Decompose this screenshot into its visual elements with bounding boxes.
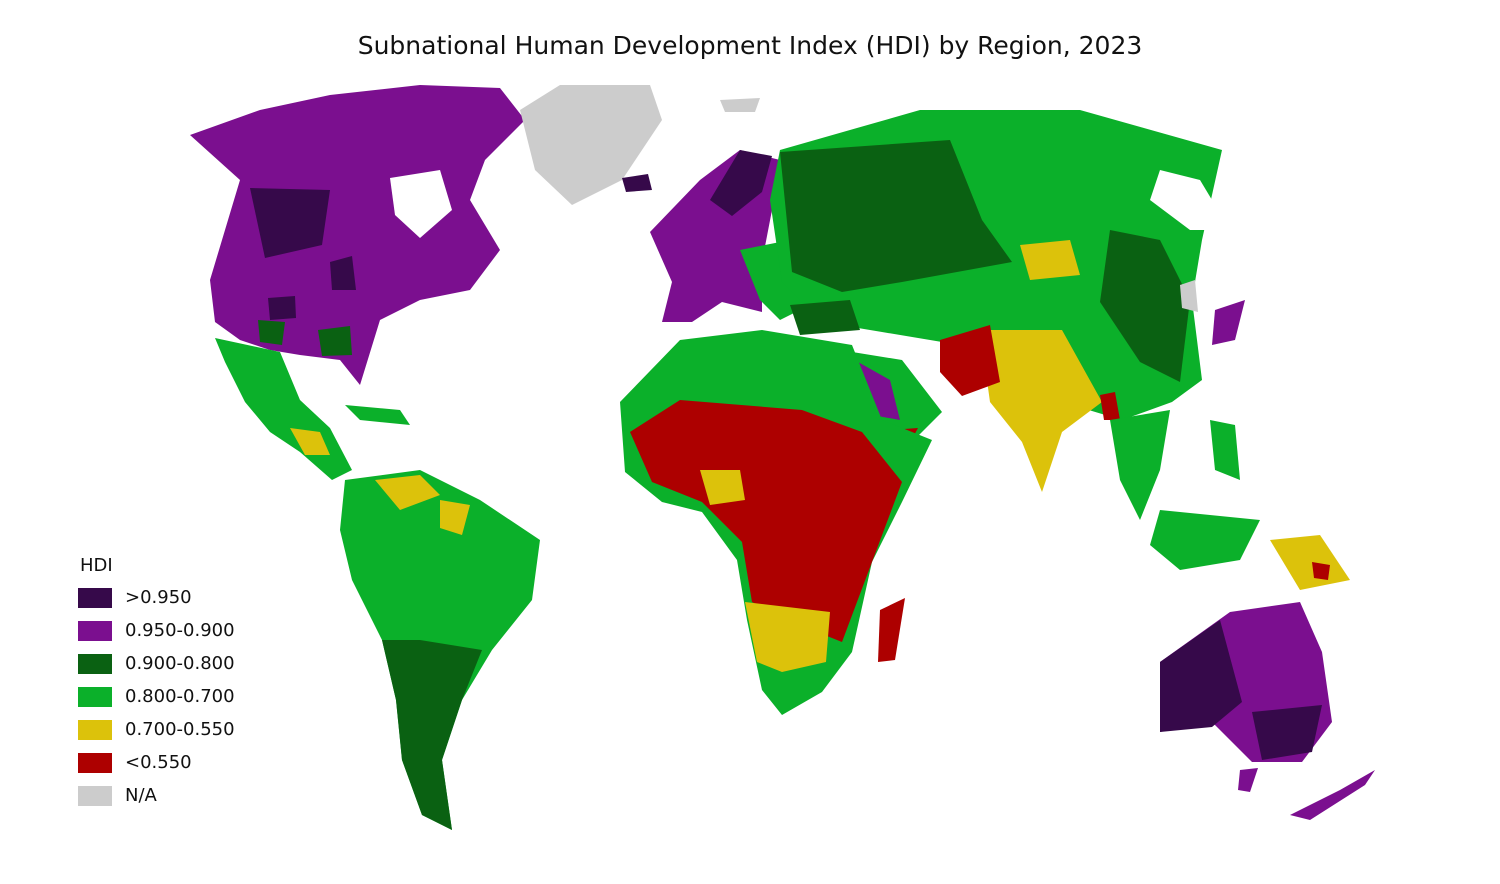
legend-label: N/A [125,785,158,806]
legend-label: 0.800-0.700 [125,686,235,707]
legend-swatch [78,654,112,674]
region [1110,410,1170,520]
region [720,98,760,112]
legend-label: 0.900-0.800 [125,653,235,674]
legend-swatch [78,588,112,608]
region [520,85,662,205]
region [1312,562,1330,580]
region [330,256,356,290]
title: Subnational Human Development Index (HDI… [358,31,1143,60]
region [258,320,285,345]
region [780,140,1012,292]
region [878,598,905,662]
legend-label: >0.950 [125,587,192,608]
region [700,470,745,505]
region [1100,392,1120,420]
legend-swatch [78,687,112,707]
region [345,405,410,425]
region [745,602,830,672]
legend-swatch [78,621,112,641]
region [1180,280,1198,312]
region [215,338,352,480]
region [940,325,1000,396]
water [1150,170,1230,230]
region [440,500,470,535]
water [390,170,452,238]
region [382,640,482,830]
region [1290,770,1375,820]
legend-title: HDI [80,555,113,576]
region [790,300,860,335]
world-map [190,85,1375,830]
region [318,326,352,356]
region [1252,705,1322,760]
legend-label: 0.950-0.900 [125,620,235,641]
region [1020,240,1080,280]
legend-swatch [78,720,112,740]
region [375,475,440,510]
legend-label: 0.700-0.550 [125,719,235,740]
legend-label: <0.550 [125,752,192,773]
region [190,85,525,385]
region [1212,300,1245,345]
region [268,296,296,320]
region [1270,535,1350,590]
region [622,174,652,192]
region [980,330,1102,492]
legend-swatch [78,786,112,806]
region [858,362,900,420]
region [630,400,902,642]
region [1100,230,1190,382]
region [1150,510,1260,570]
legend-swatch [78,753,112,773]
region [290,428,330,455]
region [1160,620,1242,732]
legend: HDI >0.950 0.950-0.900 0.900-0.800 0.800-0.… [78,555,235,806]
region [1238,768,1258,792]
region [250,188,330,258]
region [1210,420,1240,480]
region [710,150,772,216]
